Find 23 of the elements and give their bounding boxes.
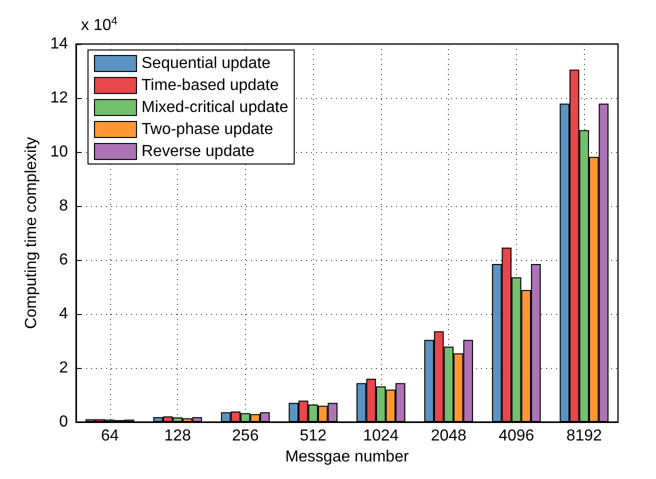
x-axis-title: Messgae number bbox=[285, 448, 410, 466]
y-tick-label: 0 bbox=[59, 414, 68, 430]
y-tick-label: 6 bbox=[59, 252, 68, 268]
legend-label: Sequential update bbox=[142, 55, 271, 72]
x-tick-label: 64 bbox=[100, 428, 119, 444]
legend-label: Time-based update bbox=[142, 77, 279, 94]
x-tick-label: 2048 bbox=[430, 428, 467, 444]
x-tick-label: 256 bbox=[232, 428, 259, 444]
y-tick-label: 4 bbox=[59, 306, 68, 322]
x-tick-label: 8192 bbox=[566, 428, 602, 444]
y-tick-label: 10 bbox=[50, 144, 68, 160]
x-tick-label: 128 bbox=[164, 428, 192, 444]
x-tick-label: 4096 bbox=[498, 428, 534, 444]
y-tick-label: 2 bbox=[59, 360, 68, 376]
x-tick-label: 512 bbox=[300, 428, 327, 444]
legend-label: Mixed-critical update bbox=[142, 99, 288, 116]
legend-label: Two-phase update bbox=[142, 121, 274, 138]
y-tick-label: 8 bbox=[59, 198, 68, 214]
x-tick-label: 1024 bbox=[363, 428, 399, 444]
y-axis-title: Computing time complexity bbox=[22, 136, 40, 330]
y-tick-label: 14 bbox=[50, 36, 68, 52]
y-tick-label: 12 bbox=[50, 90, 68, 106]
legend-label: Reverse update bbox=[142, 143, 255, 160]
